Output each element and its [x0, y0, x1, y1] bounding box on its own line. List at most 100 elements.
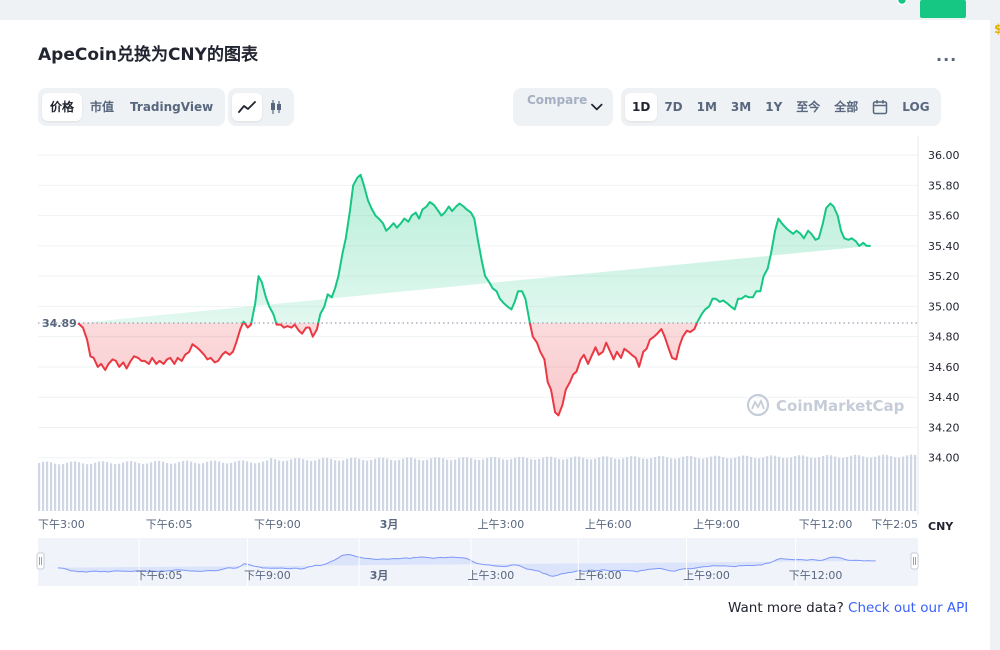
navigator-label: 下午6:05 — [136, 569, 183, 582]
volume-bar — [362, 460, 365, 511]
compare-dropdown[interactable]: Compare — [513, 88, 613, 126]
volume-bar — [674, 458, 677, 511]
volume-bar — [894, 457, 897, 511]
volume-bar — [406, 457, 409, 511]
volume-bar — [594, 458, 597, 511]
volume-bar — [522, 456, 525, 511]
volume-bar — [214, 460, 217, 511]
volume-bar — [726, 458, 729, 511]
volume-bar — [666, 457, 669, 511]
volume-bar — [250, 462, 253, 511]
volume-bar — [870, 457, 873, 511]
volume-bar — [646, 459, 649, 511]
api-link[interactable]: Check out our API — [848, 600, 969, 616]
volume-bar — [702, 458, 705, 511]
volume-bar — [778, 456, 781, 511]
volume-bar — [198, 463, 201, 511]
navigator-label: 上午6:00 — [575, 569, 622, 582]
volume-bar — [854, 454, 857, 511]
volume-bar — [346, 458, 349, 511]
volume-bar — [546, 456, 549, 511]
range-navigator[interactable]: 下午6:05 下午9:00 3月 上午3:00 上午6:00 上午9:00 下午12:00 — [36, 538, 919, 586]
x-tick-label: 上午3:00 — [478, 518, 525, 531]
volume-bar — [426, 459, 429, 511]
range-1m[interactable]: 1M — [696, 100, 717, 114]
volume-bar — [166, 463, 169, 511]
volume-bar — [226, 463, 229, 511]
volume-bar — [330, 458, 333, 511]
candlestick-icon — [271, 100, 281, 114]
volume-bar — [790, 457, 793, 511]
more-options-button[interactable]: ... — [936, 46, 958, 65]
volume-bar — [478, 459, 481, 511]
volume-bar — [438, 457, 441, 511]
price-line-down — [77, 323, 699, 417]
volume-bar — [186, 460, 189, 511]
volume-bar — [370, 460, 373, 511]
volume-bar — [138, 463, 141, 511]
volume-bar — [238, 460, 241, 511]
volume-bar — [118, 463, 121, 511]
volume-bar — [886, 455, 889, 511]
navigator-handle-right[interactable] — [910, 552, 919, 570]
volume-bar — [742, 455, 745, 511]
y-tick-label: 35.80 — [928, 179, 960, 192]
volume-bar — [134, 461, 137, 511]
volume-bar — [122, 462, 125, 511]
volume-bar — [654, 456, 657, 511]
tab-market-cap[interactable]: 市值 — [90, 100, 115, 114]
range-1y[interactable]: 1Y — [765, 100, 783, 114]
tab-tradingview[interactable]: TradingView — [130, 100, 214, 114]
volume-bar — [862, 456, 865, 511]
candlestick-button[interactable] — [262, 93, 290, 121]
volume-bar — [474, 459, 477, 511]
line-chart-button[interactable] — [232, 93, 262, 121]
range-ytd[interactable]: 至今 — [796, 100, 821, 114]
volume-bar — [538, 459, 541, 511]
navigator-handle-left[interactable] — [36, 552, 45, 570]
volume-bar — [218, 461, 221, 511]
volume-bar — [550, 456, 553, 511]
volume-bar — [110, 463, 113, 511]
volume-bar — [818, 457, 821, 511]
calendar-icon — [873, 100, 888, 115]
volume-bar — [542, 457, 545, 511]
volume-bar — [326, 457, 329, 511]
range-all[interactable]: 全部 — [834, 100, 859, 114]
chart-title: ApeCoin兑换为CNY的图表 — [38, 45, 258, 65]
volume-bar — [774, 455, 777, 511]
range-1d[interactable]: 1D — [625, 93, 658, 121]
volume-bar — [78, 462, 81, 511]
volume-bar — [814, 458, 817, 511]
range-3m[interactable]: 3M — [730, 100, 752, 114]
log-scale-button[interactable]: LOG — [902, 100, 930, 114]
volume-bar — [682, 456, 685, 511]
volume-bar — [62, 464, 65, 511]
range-7d[interactable]: 7D — [664, 100, 683, 114]
navigator-line — [57, 553, 876, 577]
volume-bar — [66, 462, 69, 511]
volume-bar — [798, 455, 801, 511]
y-tick-label: 35.40 — [928, 240, 960, 253]
volume-bar — [402, 458, 405, 511]
x-tick-label: 上午9:00 — [693, 518, 740, 531]
volume-bar — [502, 459, 505, 511]
volume-bar — [498, 458, 501, 511]
volume-bar — [42, 461, 45, 511]
volume-bar — [598, 457, 601, 511]
volume-bar — [810, 457, 813, 511]
volume-bar — [750, 456, 753, 511]
volume-bar — [358, 458, 361, 511]
volume-bar — [354, 457, 357, 511]
volume-bar — [630, 456, 633, 511]
price-area — [38, 174, 918, 416]
y-tick-label: 34.80 — [928, 331, 960, 344]
watermark: CoinMarketCap — [746, 393, 905, 417]
volume-bar — [910, 454, 913, 511]
tab-price[interactable]: 价格 — [42, 93, 83, 121]
volume-bar — [290, 459, 293, 511]
volume-bar — [82, 463, 85, 511]
calendar-button[interactable] — [865, 93, 895, 121]
volume-bar — [182, 460, 185, 511]
